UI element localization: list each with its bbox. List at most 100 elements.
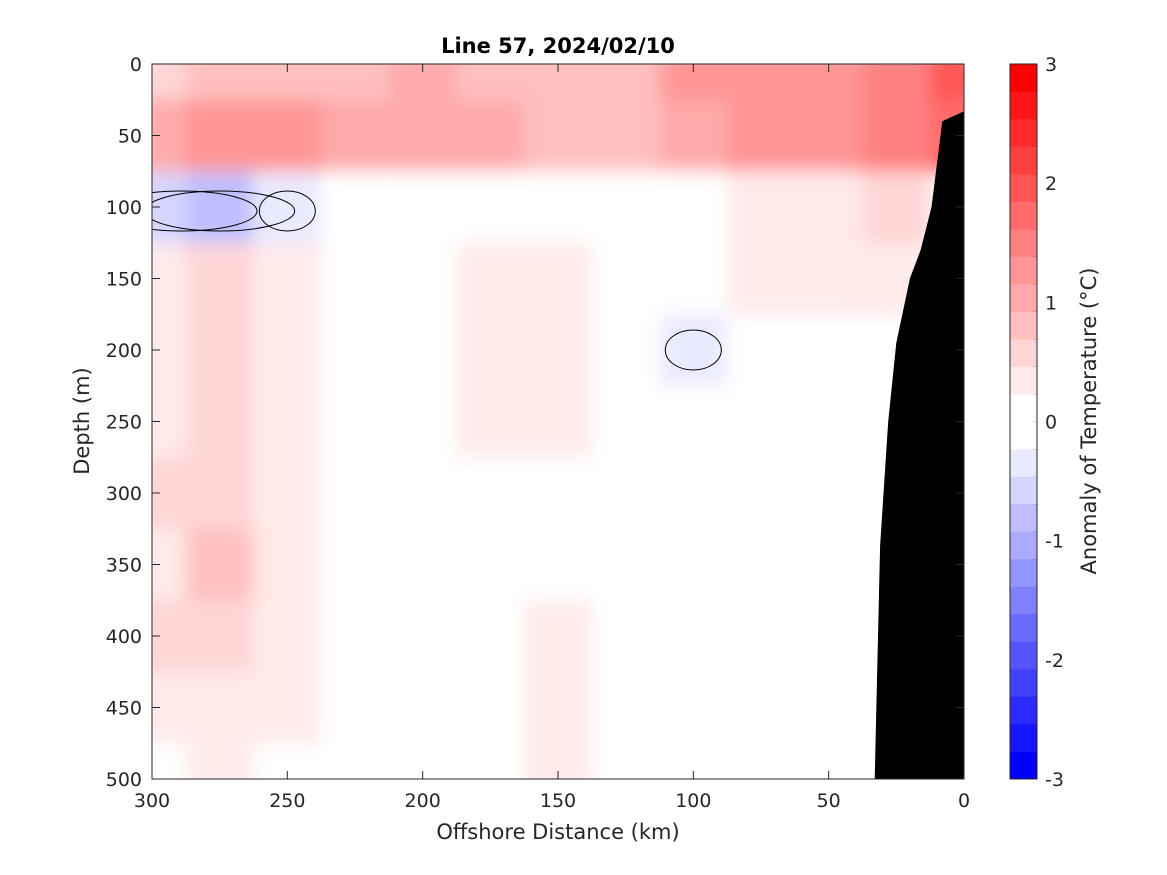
anomaly-cell [388,314,458,387]
anomaly-cell [253,600,323,673]
anomaly-cell [456,171,526,244]
colorbar-swatch [1010,449,1037,477]
anomaly-cell [930,64,964,101]
anomaly-cell [456,457,526,530]
x-axis: 300 250 200 150 100 50 0 [134,64,970,812]
anomaly-cell [659,671,729,745]
anomaly-cell [152,600,187,673]
anomaly-cell [727,242,796,316]
anomaly-cell [794,385,864,459]
anomaly-cell [524,242,593,316]
colorbar-tick-label: -2 [1045,650,1064,672]
anomaly-cell [862,64,932,101]
anomaly-cell [388,671,458,745]
anomaly-cell [152,528,187,602]
anomaly-cell [388,743,458,779]
anomaly-cell [591,743,661,779]
anomaly-cell [456,242,526,316]
anomaly-cell [659,600,729,673]
anomaly-cell [253,99,323,173]
anomaly-cell [524,671,593,745]
anomaly-cell [727,314,796,387]
zero-contours [152,190,722,371]
anomaly-cell [321,671,390,745]
anomaly-cell [185,385,255,459]
anomaly-cell [727,600,796,673]
colorbar-tick-label: 3 [1045,54,1057,76]
anomaly-cell [456,314,526,387]
colorbar-swatch [1010,586,1037,615]
anomaly-cell [321,743,390,779]
anomaly-cell [794,600,864,673]
anomaly-cell [524,314,593,387]
anomaly-cell [591,314,661,387]
anomaly-cell [727,743,796,779]
anomaly-cell [524,99,593,173]
anomaly-cell [591,64,661,101]
anomaly-cell [185,671,255,745]
anomaly-cell [152,171,187,244]
anomaly-cell [321,600,390,673]
y-axis: 0 50 100 150 200 250 300 350 400 450 500 [106,54,964,791]
y-tick-label: 300 [106,483,142,505]
colorbar-tick-label: -3 [1045,769,1064,791]
anomaly-cell [456,671,526,745]
zero-contour [258,190,316,232]
anomaly-cell [388,457,458,530]
anomaly-cell [321,99,390,173]
anomaly-cell [388,385,458,459]
anomaly-cell [152,457,187,530]
colorbar-swatch [1010,229,1037,257]
anomaly-cell [862,171,932,244]
anomaly-cell [794,528,864,602]
colorbar-swatch [1010,421,1037,450]
colorbar-swatch [1010,284,1037,312]
anomaly-cell [152,242,187,316]
y-tick-label: 100 [106,197,142,219]
anomaly-cell [253,64,323,101]
x-tick-label: 100 [675,790,711,812]
anomaly-cell [253,528,323,602]
anomaly-cell [152,314,187,387]
anomaly-cell [524,457,593,530]
anomaly-cell [727,99,796,173]
anomaly-cell [456,385,526,459]
anomaly-cell [659,385,729,459]
colorbar-frame [1009,63,1038,780]
anomaly-cell [152,671,187,745]
anomaly-cell [253,314,323,387]
anomaly-cell [185,600,255,673]
anomaly-cell [794,314,864,387]
colorbar-swatch [1010,751,1037,780]
colorbar-swatch [1010,256,1037,285]
anomaly-cell [727,385,796,459]
anomaly-cell [524,528,593,602]
y-tick-label: 400 [106,626,142,648]
anomaly-cell [152,385,187,459]
colorbar-swatch [1010,91,1037,120]
zero-contour [152,190,258,232]
y-tick-label: 250 [106,412,142,434]
colorbar-swatch [1010,119,1037,147]
anomaly-cell [659,314,729,387]
anomaly-cell [659,743,729,779]
anomaly-cell [321,64,390,101]
colorbar-swatch [1010,64,1037,92]
anomaly-cell [152,99,187,173]
anomaly-cell [253,242,323,316]
colorbar-swatch [1010,476,1037,505]
anomaly-cell [862,99,932,173]
x-tick-label: 300 [134,790,170,812]
anomaly-cell [185,314,255,387]
colorbar-label: Anomaly of Temperature (°C) [1077,268,1101,575]
anomaly-cell [185,242,255,316]
colorbar-tick-label: 0 [1045,412,1057,434]
anomaly-cell [456,600,526,673]
anomaly-cell [794,743,864,779]
colorbar-swatch [1010,311,1037,340]
y-tick-label: 350 [106,555,142,577]
x-tick-label: 50 [817,790,841,812]
colorbar-ticks: 3 2 1 0 -1 -2 -3 [1045,54,1064,791]
anomaly-cell [794,64,864,101]
